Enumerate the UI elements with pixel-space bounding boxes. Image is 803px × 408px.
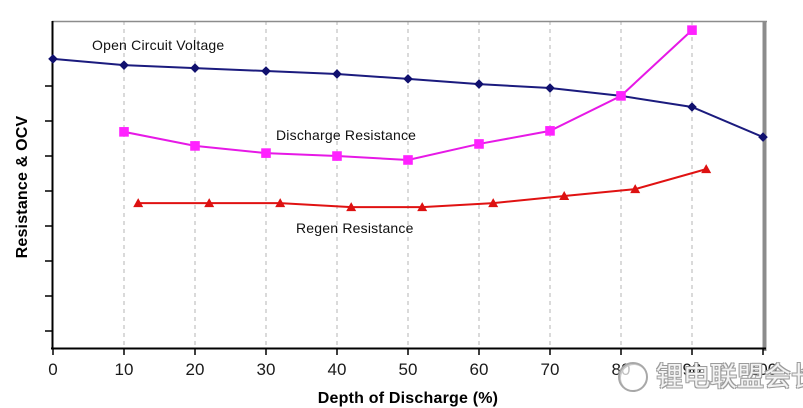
data-point-marker [545,83,555,93]
data-point-marker [616,91,626,101]
y-axis-title: Resistance & OCV [14,115,31,259]
data-point-marker [261,148,271,158]
data-point-marker [204,198,215,208]
series-label-open-circuit-voltage: Open Circuit Voltage [92,37,225,53]
data-point-marker [48,54,58,64]
data-point-marker [133,198,144,208]
data-series [48,25,768,212]
x-tick-label: 40 [327,360,347,379]
data-point-marker [190,63,200,73]
data-point-marker [332,151,342,161]
watermark-circle-logo-icon [618,362,648,392]
x-tick-label: 90 [682,360,702,379]
x-tick-label: 60 [469,360,489,379]
data-point-marker [687,102,697,112]
data-point-marker [417,202,428,212]
watermark: 锂电联盟会长 [618,356,803,398]
x-axis-title: Depth of Discharge (%) [317,390,499,407]
data-point-marker [758,132,768,142]
watermark-text: 锂电联盟会长 [656,362,803,392]
series-label-discharge-resistance: Discharge Resistance [276,127,417,143]
x-tick-label: 100 [748,360,778,379]
data-point-marker [119,60,129,70]
data-point-marker [630,184,641,194]
data-point-marker [687,25,697,35]
x-tick-label: 10 [114,360,134,379]
data-point-marker [332,69,342,79]
plot-frame [51,20,767,351]
x-tick-label: 30 [256,360,276,379]
data-point-marker [119,127,129,137]
data-point-marker [190,141,200,151]
series-label-regen-resistance: Regen Resistance [296,220,414,236]
data-point-marker [261,66,271,76]
series-discharge-resistance [119,25,697,165]
data-point-marker [474,139,484,149]
data-point-marker [701,164,712,174]
data-point-marker [488,198,499,208]
axis-tick-marks [45,85,764,355]
data-point-marker [545,126,555,136]
x-tick-label: 20 [185,360,205,379]
series-regen-resistance [133,164,712,212]
data-point-marker [403,155,413,165]
x-tick-label: 50 [398,360,418,379]
data-point-marker [275,198,286,208]
data-point-marker [346,202,357,212]
x-tick-label: 0 [48,360,58,379]
x-tick-label: 70 [540,360,560,379]
data-point-marker [559,190,570,200]
data-point-marker [403,74,413,84]
data-point-marker [474,79,484,89]
vertical-gridlines [123,21,693,348]
